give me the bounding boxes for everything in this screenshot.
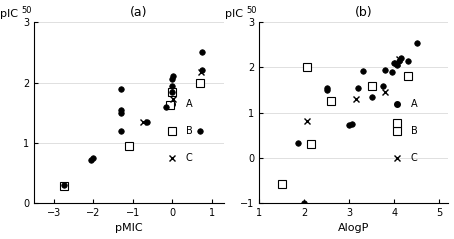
Text: pIC: pIC xyxy=(225,9,243,19)
Text: A: A xyxy=(410,99,417,109)
Text: 50: 50 xyxy=(246,6,257,15)
Text: pIC: pIC xyxy=(0,9,18,19)
Text: A: A xyxy=(186,99,192,109)
Text: (a): (a) xyxy=(130,6,147,19)
X-axis label: AlogP: AlogP xyxy=(338,223,370,234)
Text: 50: 50 xyxy=(21,6,32,15)
Text: B: B xyxy=(410,126,417,136)
X-axis label: pMIC: pMIC xyxy=(115,223,143,234)
Text: (b): (b) xyxy=(355,6,372,19)
Text: C: C xyxy=(186,153,192,163)
Text: B: B xyxy=(186,126,192,136)
Text: C: C xyxy=(410,153,417,163)
